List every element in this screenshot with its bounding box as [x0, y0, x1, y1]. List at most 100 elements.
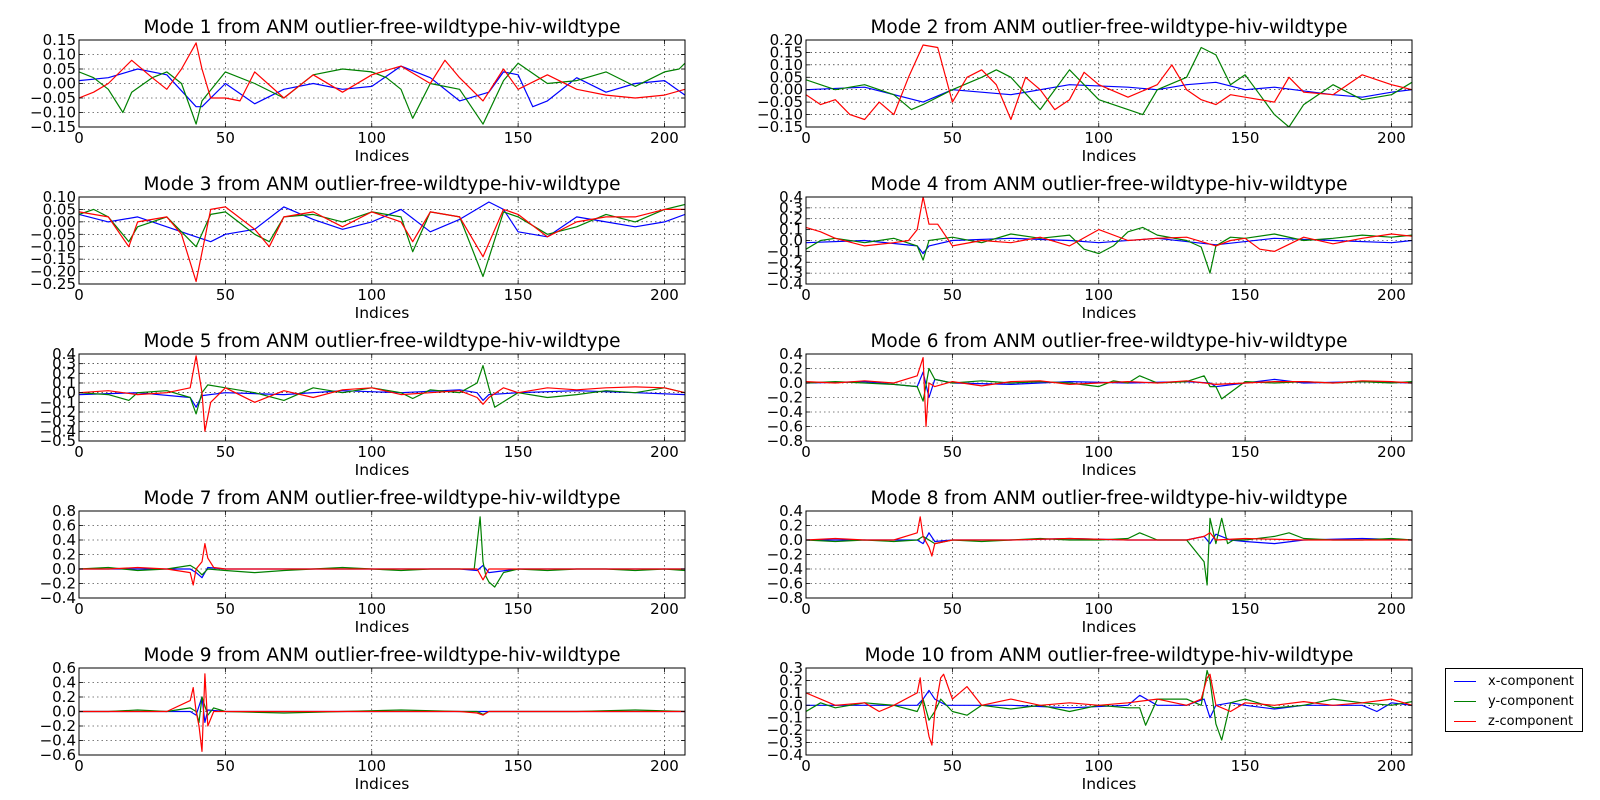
series-line-z — [806, 673, 1412, 746]
y-tick-label: −0.15 — [30, 118, 76, 136]
y-tick-label: 0.0 — [52, 560, 76, 578]
y-tick-label: −0.4 — [40, 732, 76, 750]
y-tick-label: 0.10 — [43, 46, 76, 64]
y-tick-label: −0.10 — [30, 238, 76, 256]
x-tick-label: 50 — [216, 129, 235, 147]
y-tick-label: −0.3 — [767, 264, 803, 282]
x-axis-label: Indices — [1082, 775, 1137, 793]
x-tick-label: 200 — [1377, 757, 1406, 775]
y-tick-label: 0.0 — [779, 531, 803, 549]
series-line-z — [806, 44, 1412, 121]
y-tick-label: −0.2 — [40, 403, 76, 421]
legend-label-x: x-component — [1488, 673, 1574, 689]
series-line-z — [806, 357, 1412, 428]
x-tick-label: 200 — [1377, 443, 1406, 461]
x-tick-label: 100 — [357, 286, 386, 304]
x-tick-label: 150 — [1231, 286, 1260, 304]
y-tick-label: 0.1 — [779, 221, 803, 239]
x-tick-label: 50 — [216, 286, 235, 304]
legend-label-y: y-component — [1488, 693, 1574, 709]
series-group — [79, 516, 685, 588]
x-tick-label: 200 — [650, 600, 679, 618]
series-line-z — [806, 197, 1412, 252]
plot-frame — [805, 39, 1413, 128]
subplot-3: −0.25−0.20−0.15−0.10−0.050.000.050.10 0 50… — [30, 174, 686, 322]
legend-label-z: z-component — [1488, 713, 1574, 729]
subplot-title: Mode 1 from ANM outlier-free-wildtype-hi… — [143, 17, 620, 38]
y-tick-label: −0.20 — [30, 263, 76, 281]
x-tick-label: 0 — [801, 600, 811, 618]
y-tick-label: 0.2 — [52, 364, 76, 382]
series-line-y — [806, 226, 1412, 274]
x-tick-label: 200 — [650, 286, 679, 304]
y-tick-label: −0.25 — [30, 275, 76, 293]
series-line-z — [79, 206, 685, 283]
y-tick-label: 0.15 — [770, 43, 803, 61]
plot-frame — [78, 353, 686, 442]
x-axis-label: Indices — [355, 304, 410, 322]
y-tick-label: 0.05 — [770, 68, 803, 86]
x-tick-label: 200 — [650, 443, 679, 461]
y-tick-label: −0.4 — [40, 422, 76, 440]
y-tick-label: −0.2 — [767, 721, 803, 739]
x-tick-label: 50 — [943, 600, 962, 618]
x-tick-label: 150 — [504, 757, 533, 775]
y-tick-label: −0.2 — [767, 389, 803, 407]
x-tick-label: 150 — [504, 443, 533, 461]
y-tick-label: −0.2 — [767, 253, 803, 271]
x-axis-label: Indices — [355, 775, 410, 793]
y-tick-label: −0.8 — [767, 432, 803, 450]
x-tick-label: 50 — [943, 129, 962, 147]
x-tick-label: 200 — [650, 129, 679, 147]
y-tick-label: −0.5 — [40, 432, 76, 450]
subplot-10: −0.4−0.3−0.2−0.10.00.10.20.3 0 50 100 150 200… — [767, 645, 1413, 793]
plot-frame — [78, 196, 686, 285]
legend-item-x: x-component — [1454, 671, 1574, 691]
y-tick-label: −0.3 — [767, 734, 803, 752]
series-group — [806, 197, 1412, 274]
y-tick-label: 0.0 — [779, 232, 803, 250]
series-group — [806, 44, 1412, 127]
x-tick-label: 150 — [1231, 757, 1260, 775]
x-tick-label: 50 — [216, 600, 235, 618]
y-tick-label: −0.15 — [757, 118, 803, 136]
x-tick-label: 200 — [650, 757, 679, 775]
series-line-y — [806, 367, 1412, 402]
y-tick-label: 0.00 — [43, 75, 76, 93]
subplot-title: Mode 2 from ANM outlier-free-wildtype-hi… — [870, 17, 1347, 38]
y-tick-label: 0.10 — [43, 188, 76, 206]
series-group — [79, 673, 685, 753]
x-tick-label: 50 — [216, 757, 235, 775]
subplot-7: −0.4−0.20.00.20.40.60.8 0 50 100 150 200 Mode … — [40, 488, 686, 636]
y-tick-label: −0.8 — [767, 589, 803, 607]
y-tick-label: −0.4 — [767, 560, 803, 578]
series-line-y — [806, 517, 1412, 586]
y-tick-label: 0.4 — [779, 188, 803, 206]
subplot-4: −0.4−0.3−0.2−0.10.00.10.20.30.4 0 50 100 150… — [767, 174, 1413, 322]
series-line-y — [806, 46, 1412, 127]
x-tick-label: 100 — [1084, 600, 1113, 618]
x-tick-label: 100 — [1084, 129, 1113, 147]
y-tick-label: −0.4 — [767, 746, 803, 764]
x-tick-label: 50 — [943, 286, 962, 304]
subplot-6: −0.8−0.6−0.4−0.20.00.20.4 0 50 100 150 200 Mod… — [767, 331, 1413, 479]
y-tick-label: 0.2 — [779, 210, 803, 228]
series-line-y — [806, 669, 1412, 741]
x-tick-label: 0 — [74, 286, 84, 304]
x-tick-label: 150 — [1231, 129, 1260, 147]
x-tick-label: 200 — [1377, 286, 1406, 304]
x-tick-label: 200 — [1377, 129, 1406, 147]
series-group — [79, 42, 685, 125]
x-tick-label: 0 — [801, 757, 811, 775]
subplot-title: Mode 3 from ANM outlier-free-wildtype-hi… — [143, 174, 620, 195]
y-tick-label: −0.05 — [30, 89, 76, 107]
subplot-8: −0.8−0.6−0.4−0.20.00.20.4 0 50 100 150 200 Mod… — [767, 488, 1413, 636]
y-tick-label: 0.00 — [770, 81, 803, 99]
x-tick-label: 100 — [357, 129, 386, 147]
series-line-x — [79, 564, 685, 579]
y-tick-label: −0.10 — [30, 104, 76, 122]
series-group — [79, 201, 685, 283]
y-tick-label: 0.2 — [779, 671, 803, 689]
y-tick-label: −0.6 — [40, 746, 76, 764]
series-line-y — [79, 365, 685, 415]
